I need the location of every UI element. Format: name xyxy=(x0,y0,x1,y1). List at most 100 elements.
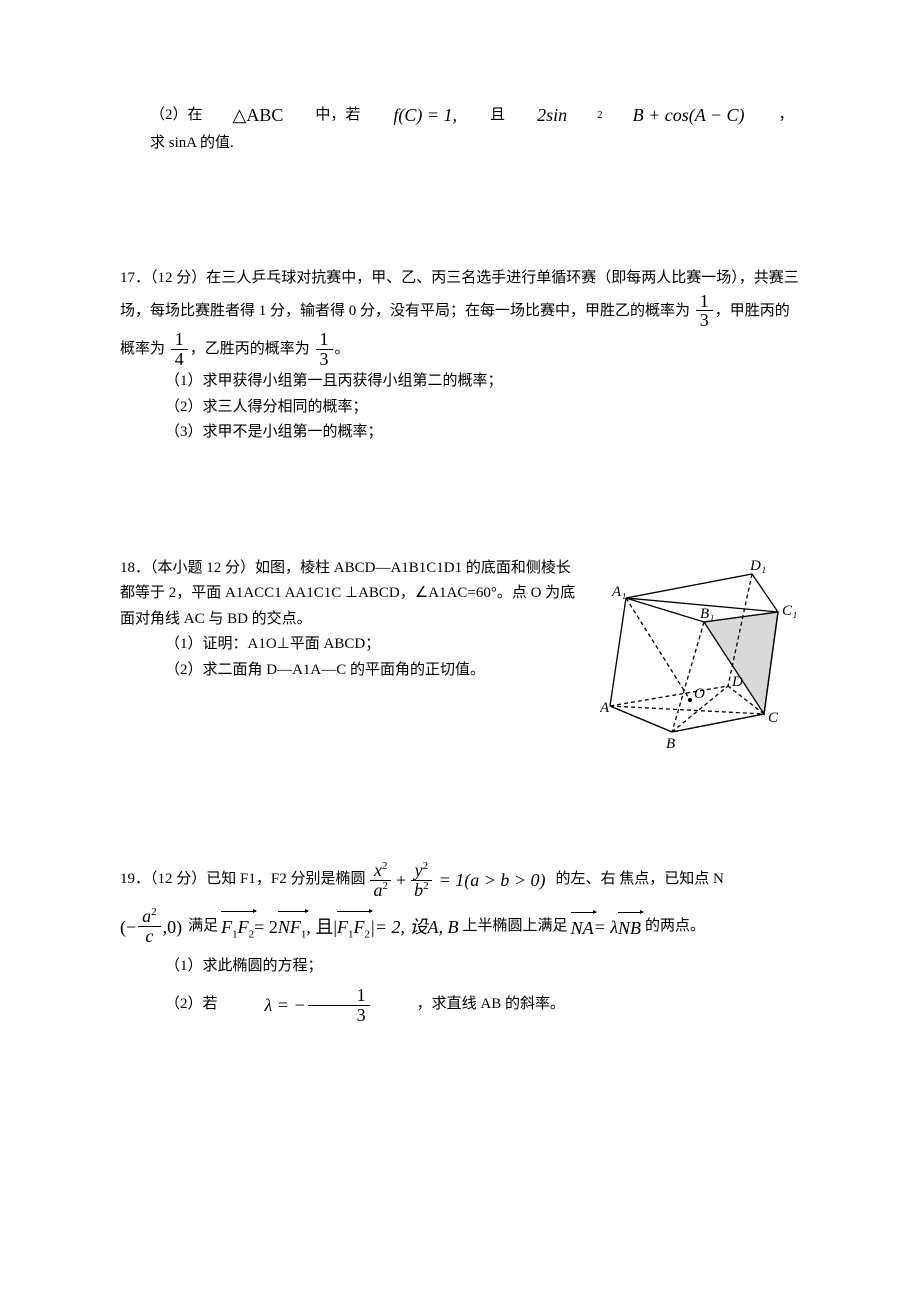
p19-intro1: 已知 F1，F2 分别是椭圆 xyxy=(206,867,365,893)
p19-number: 19．（12 分） xyxy=(120,867,206,893)
frac-den: 3 xyxy=(316,350,333,369)
problem-19: 19．（12 分） 已知 F1，F2 分别是椭圆 x2 a2 + y2 b2 =… xyxy=(120,861,800,1025)
frac-den: 3 xyxy=(308,1006,370,1025)
p17-number: 17．（12 分） xyxy=(120,270,206,286)
svg-text:D₁: D₁ xyxy=(749,558,766,574)
p17-frac1: 1 3 xyxy=(696,292,713,331)
var: NA xyxy=(571,918,594,938)
p16-line: （2）在 △ABC 中，若 f(C) = 1, 且 2sin 2 B + cos… xyxy=(120,100,800,156)
sup: 2 xyxy=(423,860,429,872)
vec-na: NA xyxy=(571,911,594,944)
var: F xyxy=(238,917,249,937)
eq-text2: |= 2, 设A, B xyxy=(370,912,459,943)
p16-eq2b: B + cos(A − C) xyxy=(603,100,745,131)
svg-text:C₁: C₁ xyxy=(782,603,797,619)
p17-mid2: ，乙胜丙的概率为 xyxy=(190,341,310,357)
p18-text: 18．（本小题 12 分）如图，棱柱 ABCD—A1B1C1D1 的底面和侧棱长… xyxy=(120,556,580,751)
svg-text:O: O xyxy=(694,686,705,702)
sup: 2 xyxy=(382,880,388,892)
svg-text:D: D xyxy=(731,674,743,690)
sub: 2 xyxy=(249,928,255,940)
var: F xyxy=(221,917,232,937)
p19-tail3: 的两点。 xyxy=(645,914,705,940)
sup: 2 xyxy=(382,860,388,872)
p16-eq2a: 2sin xyxy=(507,100,567,131)
frac-den: a2 xyxy=(369,881,392,900)
plus: + xyxy=(396,865,406,896)
p19-q2-pre: （2）若 xyxy=(120,992,218,1018)
frac-num: 1 xyxy=(316,330,333,350)
var: NB xyxy=(618,918,641,938)
p16-label: （2）在 xyxy=(120,103,203,129)
sup: 2 xyxy=(423,880,429,892)
p18-container: 18．（本小题 12 分）如图，棱柱 ABCD—A1B1C1D1 的底面和侧棱长… xyxy=(120,556,800,751)
var: F xyxy=(337,917,348,937)
p18-intro: 18．（本小题 12 分）如图，棱柱 ABCD—A1B1C1D1 的底面和侧棱长… xyxy=(120,556,580,633)
p19-q2-lambda: λ = − xyxy=(220,990,306,1021)
var: x xyxy=(374,860,382,880)
p17-end: 。 xyxy=(335,341,350,357)
p19-ellipse-x: x2 a2 xyxy=(369,861,392,900)
svg-text:A: A xyxy=(600,700,610,716)
frac-num: 1 xyxy=(696,292,713,312)
p17-frac2: 1 4 xyxy=(171,330,188,369)
p18-q2: （2）求二面角 D—A1A—C 的平面角的正切值。 xyxy=(120,658,580,684)
p19-Nfrac: a2 c xyxy=(138,907,161,946)
vec-nf1: NF1 xyxy=(278,910,307,944)
p16-tail: 求 sinA 的值. xyxy=(120,131,234,157)
var: F xyxy=(353,917,364,937)
p19-Nclose: ,0) xyxy=(163,912,183,943)
frac-num: y2 xyxy=(411,861,433,881)
p19-line1: 19．（12 分） 已知 F1，F2 分别是椭圆 x2 a2 + y2 b2 =… xyxy=(120,861,800,900)
vec-f1f2: F1F2 xyxy=(221,910,254,944)
svg-text:B₁: B₁ xyxy=(700,606,714,622)
p16-zhongruo: 中，若 xyxy=(285,103,360,129)
p17-q2: （2）求三人得分相同的概率； xyxy=(120,395,800,421)
p16-eq2sup: 2 xyxy=(567,106,603,125)
svg-text:B: B xyxy=(666,736,675,751)
sub: 2 xyxy=(364,928,370,940)
p18-number: 18．（本小题 12 分） xyxy=(120,560,255,576)
frac-den: 4 xyxy=(171,350,188,369)
p19-line2: (− a2 c ,0) 满足 F1F2 = 2 NF1 , 且| F1F2 |=… xyxy=(120,907,800,946)
p19-q2-tail: ，求直线 AB 的斜率。 xyxy=(372,992,565,1018)
frac-num: 1 xyxy=(171,330,188,350)
svg-text:A₁: A₁ xyxy=(611,584,626,600)
frac-den: b2 xyxy=(410,881,433,900)
p19-q2-frac: 1 3 xyxy=(308,986,370,1025)
p19-ellipse-y: y2 b2 xyxy=(410,861,433,900)
p19-q1: （1）求此椭圆的方程； xyxy=(120,954,800,980)
vec-nb: NB xyxy=(618,911,641,944)
var: NF xyxy=(278,917,301,937)
problem-18: 18．（本小题 12 分）如图，棱柱 ABCD—A1B1C1D1 的底面和侧棱长… xyxy=(120,556,800,751)
p17-intro: 17．（12 分）在三人乒乓球对抗赛中，甲、乙、丙三名选手进行单循环赛（即每两人… xyxy=(120,266,800,369)
math-exam-page: （2）在 △ABC 中，若 f(C) = 1, 且 2sin 2 B + cos… xyxy=(0,0,920,1125)
p19-q2: （2）若 λ = − 1 3 ，求直线 AB 的斜率。 xyxy=(120,986,800,1025)
frac-num: x2 xyxy=(370,861,392,881)
sup: 2 xyxy=(151,906,157,918)
frac-den: c xyxy=(141,927,157,946)
p16-eq1: f(C) = 1, xyxy=(363,100,457,131)
p17-frac3: 1 3 xyxy=(316,330,333,369)
p19-tail2: 上半椭圆上满足 xyxy=(463,914,568,940)
vec-f1f2-b: F1F2 xyxy=(337,910,370,944)
frac-num: a2 xyxy=(138,907,161,927)
svg-text:C: C xyxy=(768,710,779,726)
p19-intro2: 的左、右 焦点，已知点 N xyxy=(556,867,724,893)
frac-den: 3 xyxy=(696,311,713,330)
p19-ellipse-eq: = 1(a > b > 0) xyxy=(439,865,546,896)
sub: 1 xyxy=(301,928,307,940)
p18-q1: （1）证明：A1O⊥平面 ABCD； xyxy=(120,632,580,658)
eq-text1: = 2 xyxy=(254,912,278,943)
eq-lambda: = λ xyxy=(594,912,618,943)
var: b xyxy=(414,880,423,900)
p17-q3: （3）求甲不是小组第一的概率； xyxy=(120,420,800,446)
frac-num: 1 xyxy=(308,986,370,1006)
problem-16-part2: （2）在 △ABC 中，若 f(C) = 1, 且 2sin 2 B + cos… xyxy=(120,100,800,156)
p16-triangle: △ABC xyxy=(203,100,284,131)
comma-and: , 且| xyxy=(306,912,337,943)
p16-comma: ， xyxy=(749,103,794,129)
p19-Nopen: (− xyxy=(120,912,136,943)
var: a xyxy=(142,906,151,926)
var: y xyxy=(415,860,423,880)
